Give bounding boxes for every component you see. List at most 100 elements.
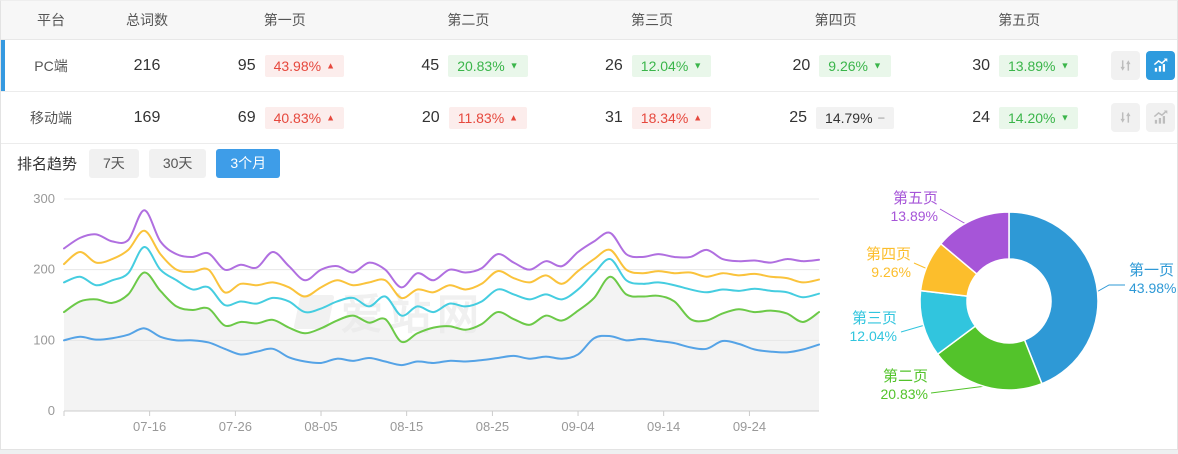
page-share-donut-chart: 第一页 43.98% 第二页 20.83% 第三页 12.04% 第四页 9.2… (841, 186, 1178, 449)
table-row-mobile[interactable]: 移动端 169 69 40.83% ▲ 20 11.83% ▲ 31 18.34% ▲… (1, 92, 1177, 144)
page2-count: 20 (421, 108, 440, 126)
page4-count: 20 (792, 56, 811, 74)
pie-label-page2: 第二页 20.83% (880, 368, 928, 402)
page1-change-badge: 43.98% ▲ (264, 54, 344, 77)
x-axis-label: 08-05 (304, 419, 337, 434)
page2-change-badge: 11.83% ▲ (448, 106, 528, 129)
page1-cell: 69 40.83% ▲ (193, 106, 377, 129)
trend-tab-7d[interactable]: 7天 (89, 149, 139, 178)
page2-change-badge: 20.83% ▼ (448, 54, 528, 77)
col-header-platform: 平台 (37, 12, 65, 28)
page3-cell: 31 18.34% ▲ (560, 106, 744, 129)
total-words: 169 (133, 108, 161, 126)
up-arrow-icon: ▲ (326, 112, 335, 123)
platform-name: PC端 (34, 57, 68, 74)
line-series-3[interactable] (63, 229, 820, 300)
sort-arrows-icon (1120, 112, 1131, 123)
page4-cell: 20 9.26% ▼ (744, 54, 928, 77)
up-arrow-icon: ▲ (693, 112, 703, 123)
platform-name: 移动端 (30, 109, 72, 126)
y-axis-label: 0 (48, 403, 55, 418)
pie-label-page4: 第四页 9.26% (865, 246, 911, 280)
page2-cell: 20 11.83% ▲ (377, 106, 561, 129)
page1-count: 95 (237, 56, 256, 74)
trend-chart-button[interactable] (1146, 103, 1175, 132)
page4-change-badge: 9.26% ▼ (819, 54, 891, 77)
down-arrow-icon: ▼ (1060, 60, 1070, 71)
col-header-page3: 第三页 (630, 12, 673, 28)
x-axis-label: 08-25 (476, 419, 509, 434)
line-series-0[interactable] (63, 327, 820, 367)
page4-change-badge: 14.79% − (816, 106, 895, 129)
page3-change-badge: 12.04% ▼ (631, 54, 712, 77)
sort-arrows-icon (1120, 60, 1131, 71)
x-axis-label: 09-14 (647, 419, 680, 434)
trend-section-header: 排名趋势 7天 30天 3个月 (17, 149, 290, 178)
page5-cell: 30 13.89% ▼ (927, 54, 1111, 77)
row-actions (1111, 51, 1177, 80)
row-actions (1111, 103, 1177, 132)
y-axis-label: 200 (33, 262, 55, 277)
pie-slice-4[interactable] (939, 211, 1010, 276)
leader-line-page3 (900, 324, 926, 333)
page1-change-badge: 40.83% ▲ (264, 106, 344, 129)
page1-count: 69 (237, 108, 256, 126)
page2-count: 45 (421, 56, 440, 74)
page5-change-badge: 13.89% ▼ (998, 54, 1079, 77)
pie-label-page5: 第五页 13.89% (890, 190, 938, 224)
page3-count: 26 (604, 56, 623, 74)
page1-cell: 95 43.98% ▲ (193, 54, 377, 77)
line-series-1[interactable] (63, 271, 820, 344)
leader-line-page1 (1092, 284, 1125, 295)
line-series-2[interactable] (63, 246, 820, 317)
x-axis-label: 09-24 (733, 419, 766, 434)
rank-trend-line-chart[interactable]: 07-16 07-26 08-05 08-15 08-25 09-04 09-14 09-24… (29, 187, 829, 447)
page5-count: 30 (972, 56, 990, 74)
page3-count: 31 (604, 108, 623, 126)
sort-button[interactable] (1111, 103, 1140, 132)
down-arrow-icon: ▼ (693, 60, 703, 71)
trend-tab-30d[interactable]: 30天 (148, 149, 207, 178)
page2-cell: 45 20.83% ▼ (377, 54, 561, 77)
trend-chart-icon (1153, 110, 1168, 124)
page5-cell: 24 14.20% ▼ (927, 106, 1111, 129)
leader-line-page2 (930, 385, 987, 394)
col-header-page2: 第二页 (447, 12, 490, 28)
pie-slice-0[interactable] (1008, 211, 1099, 385)
area-fill (64, 272, 819, 411)
trend-chart-button[interactable] (1146, 51, 1175, 80)
trend-tab-3m[interactable]: 3个月 (216, 149, 281, 178)
y-axis-label: 300 (33, 191, 55, 206)
page5-count: 24 (972, 108, 990, 126)
down-arrow-icon: ▼ (872, 60, 882, 71)
page3-change-badge: 18.34% ▲ (631, 106, 712, 129)
x-axis-label: 09-04 (561, 419, 594, 434)
down-arrow-icon: ▼ (1060, 112, 1070, 123)
col-header-page4: 第四页 (814, 12, 857, 28)
up-arrow-icon: ▲ (509, 112, 519, 123)
table-row-pc[interactable]: PC端 216 95 43.98% ▲ 45 20.83% ▼ 26 12.04% ▼… (1, 40, 1177, 92)
x-axis-label: 07-16 (133, 419, 166, 434)
col-header-page5: 第五页 (998, 12, 1041, 28)
table-header: 平台 总词数 第一页 第二页 第三页 第四页 第五页 (1, 1, 1177, 40)
line-series-4[interactable] (63, 209, 820, 289)
page5-change-badge: 14.20% ▼ (998, 106, 1079, 129)
donut-chart-canvas[interactable] (841, 186, 1178, 449)
pie-label-page1: 第一页 43.98% (1129, 262, 1177, 296)
col-header-page1: 第一页 (263, 12, 306, 28)
y-axis-label: 100 (33, 332, 55, 347)
down-arrow-icon: ▼ (509, 60, 519, 71)
up-arrow-icon: ▲ (326, 60, 335, 71)
page4-cell: 25 14.79% − (744, 106, 928, 129)
trend-section-title: 排名趋势 (17, 155, 78, 173)
rank-table: 平台 总词数 第一页 第二页 第三页 第四页 第五页 PC端 216 95 43… (1, 1, 1177, 144)
x-axis-label: 07-26 (219, 419, 252, 434)
x-axis-label: 08-15 (390, 419, 423, 434)
sort-button[interactable] (1111, 51, 1140, 80)
col-header-total: 总词数 (126, 12, 168, 28)
page4-count: 25 (789, 108, 808, 126)
trend-chart-icon (1153, 58, 1168, 72)
pie-label-page3: 第三页 12.04% (849, 310, 897, 344)
total-words: 216 (133, 56, 161, 74)
